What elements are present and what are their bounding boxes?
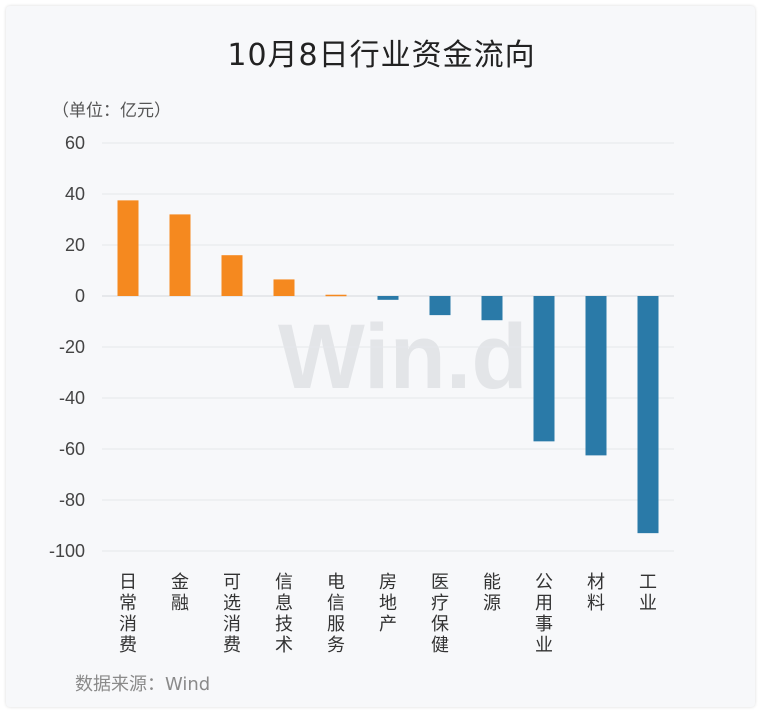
y-axis: 60 40 20 0 -20 -40 -60 -80 -100 [49,133,85,561]
bars [117,200,659,534]
x-tick-label: 信息技术 [275,572,293,656]
unit-label: （单位：亿元） [52,101,171,121]
bar [325,294,347,297]
bar [429,296,451,316]
bar [169,214,191,296]
x-tick-label: 工业 [639,572,657,614]
bar [533,296,555,442]
y-tick-label: 0 [75,286,85,306]
x-tick-label: 公用事业 [535,572,553,656]
bar [637,296,659,534]
x-tick-label: 金融 [171,572,189,614]
x-tick-label: 电信服务 [327,572,345,656]
source-note: 数据来源：Wind [75,674,211,695]
watermark-text: Win.d [278,306,528,408]
chart-title: 10月8日行业资金流向 [227,38,536,73]
bar [481,296,503,321]
x-tick-label: 日常消费 [119,572,137,656]
y-tick-label: 20 [65,235,85,255]
y-tick-label: -20 [59,337,85,357]
x-tick-label: 材料 [587,572,605,614]
y-tick-label: 40 [65,184,85,204]
bar [377,296,399,300]
x-tick-label: 可选消费 [223,572,241,656]
y-tick-label: -80 [59,490,85,510]
y-tick-label: -100 [49,541,85,561]
chart-card [6,6,755,707]
x-tick-label: 能源 [483,572,501,614]
y-tick-label: -60 [59,439,85,459]
bar [221,255,243,296]
bar [117,200,139,296]
bar [585,296,607,456]
x-tick-label: 医疗保健 [431,572,449,656]
y-tick-label: 60 [65,133,85,153]
x-tick-label: 房地产 [379,572,397,635]
bar [273,279,295,296]
y-tick-label: -40 [59,388,85,408]
